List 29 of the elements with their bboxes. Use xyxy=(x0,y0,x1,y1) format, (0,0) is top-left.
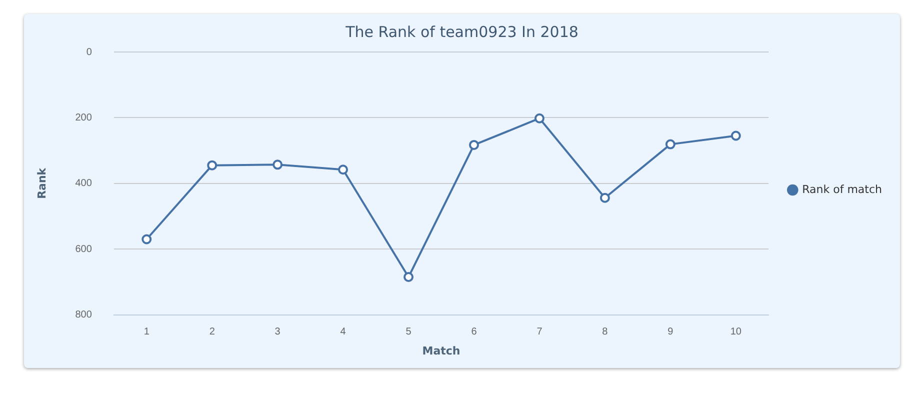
chart-title: The Rank of team0923 In 2018 xyxy=(344,22,578,41)
x-tick-label: 7 xyxy=(536,326,543,338)
x-tick-label: 5 xyxy=(406,326,412,338)
x-tick-label: 3 xyxy=(274,326,281,338)
x-tick-label: 4 xyxy=(340,326,346,338)
y-tick-label: 0 xyxy=(86,46,92,58)
x-tick-label: 8 xyxy=(602,326,608,338)
legend-label: Rank of match xyxy=(802,182,882,196)
x-tick-label: 9 xyxy=(668,326,674,338)
point xyxy=(730,130,741,141)
point xyxy=(534,113,544,124)
x-tick-label: 1 xyxy=(144,326,150,338)
point xyxy=(338,164,348,175)
point xyxy=(207,160,218,170)
y-axis-title: Rank xyxy=(35,167,48,199)
point xyxy=(272,160,283,170)
x-tick-label: 6 xyxy=(471,326,478,338)
point xyxy=(468,140,479,150)
x-axis-title: Match xyxy=(422,344,460,358)
point xyxy=(600,192,610,203)
x-tick-label: 2 xyxy=(209,326,216,338)
y-tick-label: 800 xyxy=(75,310,92,321)
point xyxy=(142,234,152,244)
y-tick-label: 200 xyxy=(75,112,92,124)
point xyxy=(404,272,414,282)
y-tick-label: 400 xyxy=(75,178,92,190)
y-tick-label: 600 xyxy=(75,244,92,255)
x-tick-label: 10 xyxy=(730,326,742,338)
point xyxy=(665,139,676,150)
